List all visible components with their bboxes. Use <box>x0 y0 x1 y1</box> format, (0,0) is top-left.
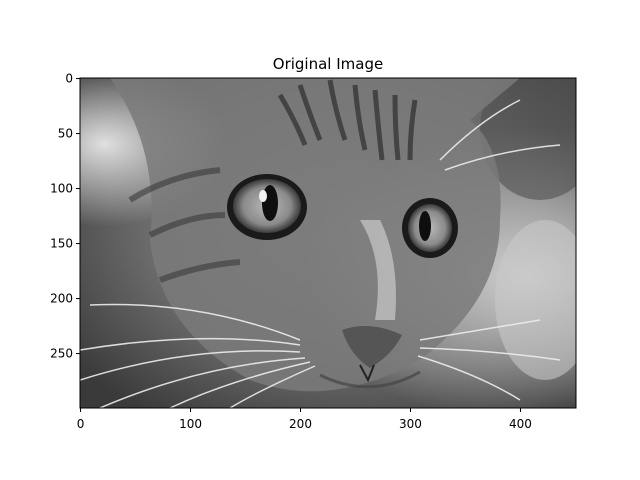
y-tick-label: 200 <box>50 292 73 306</box>
x-tick-label: 0 <box>77 417 85 431</box>
x-tick-label: 400 <box>509 417 532 431</box>
x-axis: 0 100 200 300 400 <box>77 408 532 431</box>
y-axis: 0 50 100 150 200 250 <box>50 72 80 361</box>
cat-image <box>80 78 576 408</box>
figure-title: Original Image <box>273 55 383 73</box>
x-tick-label: 200 <box>289 417 312 431</box>
x-tick-label: 300 <box>399 417 422 431</box>
y-tick-label: 50 <box>58 127 73 141</box>
x-tick-label: 100 <box>179 417 202 431</box>
y-tick-label: 250 <box>50 347 73 361</box>
y-tick-label: 150 <box>50 237 73 251</box>
y-tick-label: 100 <box>50 182 73 196</box>
plot-frame <box>79 77 577 409</box>
y-tick-label: 0 <box>65 72 73 86</box>
